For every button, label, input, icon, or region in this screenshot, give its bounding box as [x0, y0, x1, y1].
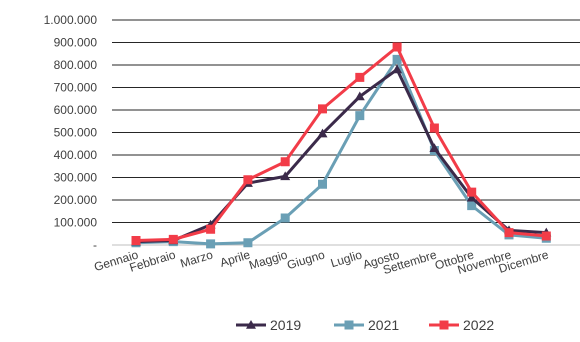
data-point-2022: [392, 42, 402, 52]
y-tick-label: 300.000: [54, 171, 98, 185]
series-lines: [131, 42, 552, 249]
data-point-2022: [429, 123, 439, 133]
data-point-2019: [429, 143, 440, 152]
data-point-2019: [354, 91, 365, 101]
legend-label: 2019: [270, 317, 301, 333]
data-point-2021: [392, 54, 402, 64]
y-tick-label: 200.000: [54, 193, 98, 207]
legend-marker: [246, 320, 256, 329]
x-tick-label: Marzo: [178, 247, 214, 270]
data-point-2019: [317, 128, 328, 138]
y-tick-label: 800.000: [54, 58, 98, 72]
gridlines: [112, 19, 580, 246]
data-point-2022: [168, 234, 178, 244]
data-point-2021: [318, 179, 327, 189]
data-point-2022: [243, 175, 253, 185]
data-point-2022: [504, 228, 514, 238]
legend-marker: [439, 320, 449, 330]
legend-label: 2021: [368, 317, 399, 333]
data-point-2019: [280, 171, 291, 181]
y-axis-tick-labels: - 100.000 200.000 300.000 400.000 500.000 600.…: [44, 13, 98, 252]
data-point-2021: [467, 201, 477, 211]
series-line-2021: [135, 57, 547, 246]
legend-item-2019: 2019: [236, 317, 301, 333]
y-tick-label: 700.000: [54, 81, 98, 95]
series-line-2019: [135, 68, 547, 244]
y-tick-label: 1.000.000: [44, 13, 98, 27]
legend: 2019 2021 2022: [236, 317, 494, 333]
x-tick-label: Luglio: [329, 247, 364, 270]
data-point-2022: [467, 187, 477, 197]
data-point-2022: [131, 236, 141, 245]
y-tick-label: 100.000: [54, 216, 98, 230]
series-line-2022: [135, 45, 547, 242]
data-point-2021: [243, 238, 253, 248]
x-tick-label: Giugno: [285, 247, 326, 272]
y-tick-label: 600.000: [54, 103, 98, 117]
data-point-2019: [466, 192, 477, 202]
data-point-2019: [392, 64, 403, 74]
y-tick-label: 400.000: [54, 148, 98, 162]
data-point-2022: [541, 231, 551, 241]
legend-marker: [344, 320, 354, 330]
series-2021: [131, 54, 551, 249]
data-point-2022: [355, 72, 365, 82]
data-point-2022: [280, 157, 290, 167]
legend-item-2022: 2022: [429, 317, 494, 333]
data-point-2022: [206, 224, 216, 234]
data-point-2021: [206, 239, 216, 249]
data-point-2022: [318, 104, 327, 114]
y-tick-label: -: [93, 238, 97, 252]
data-point-2021: [355, 111, 365, 121]
y-tick-label: 900.000: [54, 36, 98, 50]
y-tick-label: 500.000: [54, 126, 98, 140]
series-2022: [131, 42, 551, 245]
legend-item-2021: 2021: [334, 317, 399, 333]
data-point-2021: [280, 213, 290, 223]
legend-label: 2022: [463, 317, 494, 333]
x-tick-label: Maggio: [247, 247, 289, 272]
